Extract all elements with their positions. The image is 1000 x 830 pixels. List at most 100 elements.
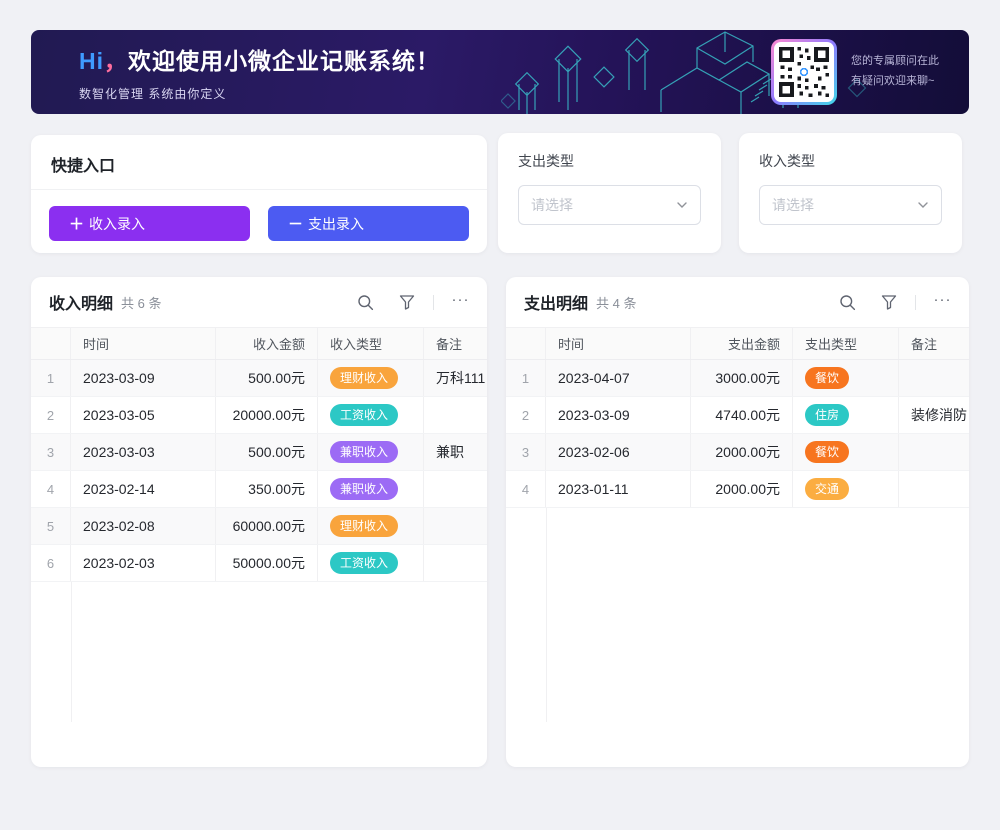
table-empty-area bbox=[506, 508, 969, 722]
minus-icon: － bbox=[288, 216, 304, 233]
row-note bbox=[424, 508, 487, 544]
column-header-time: 时间 bbox=[546, 328, 691, 359]
banner-subtitle: 数智化管理 系统由你定义 bbox=[79, 87, 227, 101]
chevron-down-icon bbox=[677, 202, 687, 208]
income-table-row[interactable]: 1 2023-03-09 500.00元 理财收入 万科111 bbox=[31, 360, 487, 397]
row-index: 2 bbox=[506, 397, 546, 433]
expense-type-label: 支出类型 bbox=[518, 153, 574, 169]
income-entry-button[interactable]: ＋收入录入 bbox=[49, 206, 250, 241]
row-note bbox=[424, 545, 487, 581]
row-amount: 350.00元 bbox=[216, 471, 318, 507]
welcome-banner: Hi，欢迎使用小微企业记账系统！ 数智化管理 系统由你定义 bbox=[31, 30, 969, 114]
income-type-badge: 兼职收入 bbox=[330, 441, 399, 463]
row-index: 1 bbox=[31, 360, 71, 396]
expense-table-row[interactable]: 1 2023-04-07 3000.00元 餐饮 bbox=[506, 360, 969, 397]
filter-icon[interactable] bbox=[398, 294, 415, 311]
expense-details-card: 支出明细 共 4 条 ··· 时间 支出金额 支出类型 备注 bbox=[506, 277, 969, 767]
income-table-body: 1 2023-03-09 500.00元 理财收入 万科111 2 2023-0… bbox=[31, 360, 487, 722]
expense-type-select[interactable]: 请选择 bbox=[518, 185, 701, 225]
column-header-note: 备注 bbox=[436, 337, 463, 352]
row-index: 3 bbox=[31, 434, 71, 470]
row-note bbox=[424, 397, 487, 433]
expense-table-row[interactable]: 4 2023-01-11 2000.00元 交通 bbox=[506, 471, 969, 508]
row-index: 3 bbox=[506, 434, 546, 470]
qr-caption: 您的专属顾问在此 有疑问欢迎来聊~ bbox=[851, 55, 939, 87]
plus-icon: ＋ bbox=[69, 216, 85, 233]
expense-type-badge: 餐饮 bbox=[805, 441, 850, 463]
expense-table-title: 支出明细 bbox=[524, 296, 589, 313]
row-index: 5 bbox=[31, 508, 71, 544]
more-icon[interactable]: ··· bbox=[451, 290, 470, 308]
expense-table-body: 1 2023-04-07 3000.00元 餐饮 2 2023-03-09 47… bbox=[506, 360, 969, 722]
income-type-label: 收入类型 bbox=[759, 153, 815, 169]
row-amount: 50000.00元 bbox=[216, 545, 318, 581]
tools-divider bbox=[433, 294, 434, 310]
row-note bbox=[899, 471, 969, 507]
income-type-badge: 理财收入 bbox=[330, 367, 399, 389]
filter-icon[interactable] bbox=[880, 294, 897, 311]
expense-table-count: 共 4 条 bbox=[596, 295, 637, 311]
expense-type-badge: 住房 bbox=[805, 404, 850, 426]
row-index: 1 bbox=[506, 360, 546, 396]
expense-entry-button[interactable]: －支出录入 bbox=[268, 206, 469, 241]
search-icon[interactable] bbox=[839, 294, 856, 311]
income-type-select[interactable]: 请选择 bbox=[759, 185, 942, 225]
income-table-header: 时间 收入金额 收入类型 备注 bbox=[31, 327, 487, 360]
expense-type-filter-card: 支出类型 请选择 bbox=[498, 133, 721, 253]
banner-greeting: Hi bbox=[79, 48, 104, 74]
row-amount: 4740.00元 bbox=[691, 397, 793, 433]
row-date: 2023-01-11 bbox=[546, 471, 691, 507]
row-date: 2023-02-08 bbox=[71, 508, 216, 544]
income-table-row[interactable]: 2 2023-03-05 20000.00元 工资收入 bbox=[31, 397, 487, 434]
banner-title: Hi，欢迎使用小微企业记账系统！ bbox=[79, 48, 440, 74]
row-date: 2023-03-03 bbox=[71, 434, 216, 470]
income-type-badge: 理财收入 bbox=[330, 515, 399, 537]
income-table-row[interactable]: 3 2023-03-03 500.00元 兼职收入 兼职 bbox=[31, 434, 487, 471]
income-type-badge: 工资收入 bbox=[330, 552, 399, 574]
row-date: 2023-03-05 bbox=[71, 397, 216, 433]
income-details-card: 收入明细 共 6 条 ··· 时间 收入金额 收入类型 备注 bbox=[31, 277, 487, 767]
income-table-row[interactable]: 4 2023-02-14 350.00元 兼职收入 bbox=[31, 471, 487, 508]
tools-divider bbox=[915, 294, 916, 310]
row-note: 万科111 bbox=[436, 370, 486, 386]
advisor-qr-code bbox=[771, 39, 837, 105]
row-index: 4 bbox=[31, 471, 71, 507]
quick-entry-card: 快捷入口 ＋收入录入 －支出录入 bbox=[31, 135, 487, 253]
row-date: 2023-03-09 bbox=[546, 397, 691, 433]
row-amount: 3000.00元 bbox=[691, 360, 793, 396]
row-note bbox=[899, 360, 969, 396]
column-header-amount: 支出金额 bbox=[691, 328, 793, 359]
row-index: 4 bbox=[506, 471, 546, 507]
expense-table-row[interactable]: 3 2023-02-06 2000.00元 餐饮 bbox=[506, 434, 969, 471]
row-date: 2023-03-09 bbox=[71, 360, 216, 396]
column-header-note: 备注 bbox=[911, 337, 938, 352]
table-empty-area bbox=[31, 582, 487, 722]
row-amount: 60000.00元 bbox=[216, 508, 318, 544]
income-table-row[interactable]: 5 2023-02-08 60000.00元 理财收入 bbox=[31, 508, 487, 545]
income-type-badge: 兼职收入 bbox=[330, 478, 399, 500]
column-header-type: 支出类型 bbox=[793, 328, 899, 359]
expense-type-badge: 交通 bbox=[805, 478, 850, 500]
income-table-row[interactable]: 6 2023-02-03 50000.00元 工资收入 bbox=[31, 545, 487, 582]
quick-entry-title: 快捷入口 bbox=[31, 135, 487, 190]
row-note bbox=[424, 471, 487, 507]
expense-table-header: 时间 支出金额 支出类型 备注 bbox=[506, 327, 969, 360]
row-index: 6 bbox=[31, 545, 71, 581]
column-header-time: 时间 bbox=[71, 328, 216, 359]
page: Hi，欢迎使用小微企业记账系统！ 数智化管理 系统由你定义 bbox=[31, 30, 969, 767]
row-amount: 500.00元 bbox=[216, 360, 318, 396]
chevron-down-icon bbox=[918, 202, 928, 208]
row-note: 兼职 bbox=[436, 444, 464, 460]
row-index: 2 bbox=[31, 397, 71, 433]
row-note bbox=[899, 434, 969, 470]
expense-type-badge: 餐饮 bbox=[805, 367, 850, 389]
qr-pattern bbox=[778, 46, 830, 98]
row-date: 2023-02-14 bbox=[71, 471, 216, 507]
row-date: 2023-04-07 bbox=[546, 360, 691, 396]
row-note: 装修消防 bbox=[911, 407, 967, 423]
income-type-badge: 工资收入 bbox=[330, 404, 399, 426]
search-icon[interactable] bbox=[357, 294, 374, 311]
expense-table-row[interactable]: 2 2023-03-09 4740.00元 住房 装修消防 bbox=[506, 397, 969, 434]
more-icon[interactable]: ··· bbox=[933, 290, 952, 308]
income-table-title: 收入明细 bbox=[49, 296, 114, 313]
